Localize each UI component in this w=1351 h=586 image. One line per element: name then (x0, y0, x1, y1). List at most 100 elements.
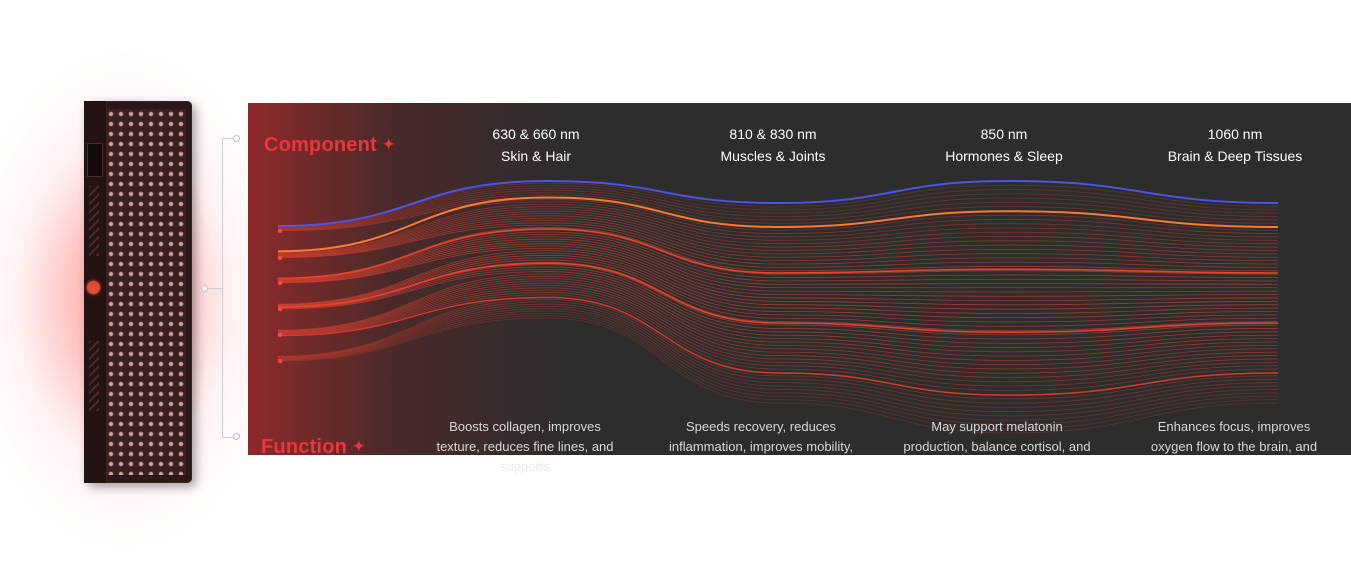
wave-line (277, 280, 1279, 366)
wave-line (277, 264, 1279, 336)
function-label: Function ✦ (261, 436, 365, 459)
wave-line (277, 250, 1279, 310)
wave-lines-graphic (277, 179, 1279, 434)
description-line: production, balance cortisol, and (903, 439, 1091, 454)
bracket-stem (204, 288, 222, 289)
wavelength-panel (248, 103, 1351, 455)
function-label-text: Function (261, 436, 348, 458)
device-power-button-icon (87, 281, 100, 294)
wave-line (277, 224, 1279, 268)
wave-line (277, 266, 1279, 340)
wave-line (277, 231, 1279, 280)
wave-origin-dot (277, 332, 283, 338)
wave-line (277, 194, 1279, 230)
wave-line (277, 294, 1279, 391)
accent-wave-line (277, 296, 1279, 396)
wave-line (277, 206, 1279, 254)
wavelength-target: Brain & Deep Tissues (1167, 148, 1303, 164)
wave-line (277, 271, 1279, 348)
description-line: supports (500, 459, 550, 474)
description-line: inflammation, improves mobility, (669, 439, 853, 454)
wavelength-column-4: 1060 nm Brain & Deep Tissues (1125, 123, 1345, 167)
wave-line (277, 245, 1279, 301)
wave-line (277, 236, 1279, 285)
wave-line (277, 259, 1279, 327)
wavelength-column-1: 630 & 660 nm Skin & Hair (426, 123, 646, 167)
wave-line (277, 192, 1279, 230)
device-display (87, 143, 103, 177)
wavelength-target: Skin & Hair (500, 148, 572, 164)
component-label: Component ✦ (264, 134, 395, 157)
bracket-dot-function (233, 433, 240, 440)
accent-wave-line (277, 179, 1279, 227)
wavelength-target: Hormones & Sleep (945, 148, 1063, 164)
wave-line (277, 315, 1279, 430)
bracket-dot-component (233, 135, 240, 142)
wavelength-column-2: 810 & 830 nm Muscles & Joints (663, 123, 883, 167)
device-side (84, 101, 107, 483)
description-line: May support melatonin (931, 419, 1063, 434)
wavelength-description-3: May support melatonin production, balanc… (887, 417, 1107, 457)
wavelength-nm: 1060 nm (1207, 126, 1263, 142)
wave-origin-dot (277, 228, 283, 234)
accent-wave-line (277, 262, 1279, 334)
wave-origin-dot (277, 255, 283, 261)
description-line: Speeds recovery, reduces (685, 419, 837, 434)
wave-line (277, 182, 1279, 227)
wavelength-nm: 810 & 830 nm (729, 126, 817, 142)
wave-line (277, 227, 1279, 279)
wave-line (277, 247, 1279, 306)
wave-line (277, 243, 1279, 297)
accent-wave-line (277, 196, 1279, 253)
wave-line (277, 187, 1279, 228)
component-label-text: Component (264, 134, 377, 156)
wave-line (277, 317, 1279, 434)
wavelength-description-4: Enhances focus, improves oxygen flow to … (1124, 417, 1344, 457)
wave-line (277, 213, 1279, 256)
wave-line (277, 210, 1279, 255)
wave-line (277, 252, 1279, 314)
wave-line (277, 301, 1279, 404)
description-line: oxygen flow to the brain, and (1150, 439, 1318, 454)
wave-line (277, 299, 1279, 400)
wave-line (277, 308, 1279, 417)
wave-line (277, 275, 1279, 357)
wave-line (277, 201, 1279, 234)
device-led-array (106, 109, 186, 475)
accent-wave-line (277, 228, 1279, 280)
wave-line (277, 215, 1279, 256)
wavelength-nm: 630 & 660 nm (492, 126, 580, 142)
wave-line (277, 305, 1279, 413)
wavelength-description-1: Boosts collagen, improves texture, reduc… (415, 417, 635, 457)
bracket-dot-device (201, 285, 208, 292)
wave-line (277, 285, 1279, 374)
wave-line (277, 254, 1279, 319)
wave-origin-dot (277, 358, 283, 364)
wavelength-nm: 850 nm (980, 126, 1028, 142)
wave-line (277, 222, 1279, 265)
description-line: Boosts collagen, improves (449, 419, 601, 434)
wavelength-description-1-overflow: supports (415, 457, 635, 477)
wave-line (277, 220, 1279, 262)
wave-line (277, 278, 1279, 361)
device-vent-top (89, 186, 99, 256)
sparkle-icon: ✦ (353, 438, 365, 454)
bracket-connector (222, 138, 237, 438)
wave-line (277, 292, 1279, 387)
wave-line (277, 208, 1279, 255)
sparkle-icon: ✦ (382, 136, 395, 152)
wave-line (277, 303, 1279, 408)
wave-line (277, 238, 1279, 289)
wave-line (277, 273, 1279, 353)
description-line: Enhances focus, improves (1157, 419, 1311, 434)
device-vent-bottom (89, 341, 99, 411)
wave-line (277, 289, 1279, 383)
wave-line (277, 240, 1279, 293)
wavelength-description-2: Speeds recovery, reduces inflammation, i… (651, 417, 871, 457)
wave-line (277, 287, 1279, 378)
wavelength-target: Muscles & Joints (720, 148, 826, 164)
wave-line (277, 185, 1279, 228)
wave-origin-dot (277, 280, 283, 286)
wave-line (277, 203, 1279, 254)
wave-line (277, 312, 1279, 425)
